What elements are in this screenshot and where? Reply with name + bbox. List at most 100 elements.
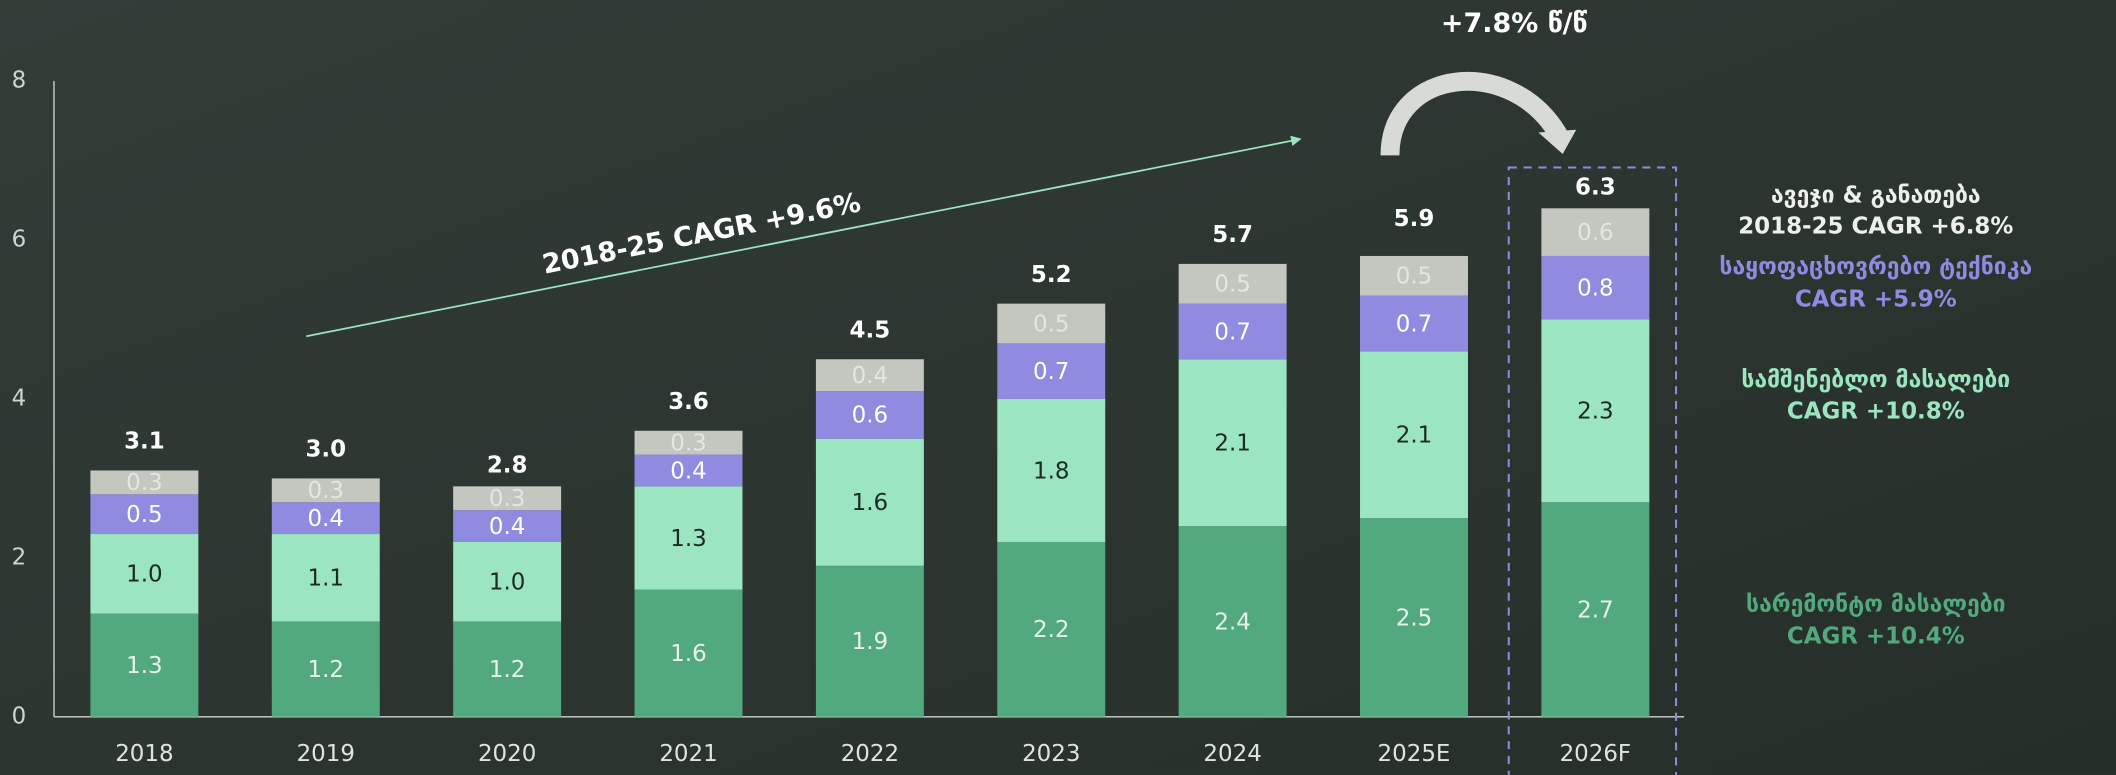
value-label: 2.4 — [1214, 609, 1250, 635]
bar-segment — [1360, 295, 1468, 352]
value-label: 0.7 — [1033, 359, 1069, 385]
value-label: 2.2 — [1033, 617, 1069, 643]
bar-segment — [815, 438, 924, 566]
total-label: 3.6 — [668, 389, 709, 415]
value-label: 1.6 — [670, 641, 706, 667]
x-tick-label: 2019 — [297, 741, 355, 767]
value-label: 0.7 — [1396, 311, 1432, 337]
value-label: 1.8 — [1033, 458, 1069, 484]
value-label: 2.3 — [1577, 399, 1613, 425]
forecast-box — [1507, 166, 1678, 775]
x-tick-label: 2023 — [1022, 741, 1080, 767]
series-label: სარემონტო მასალები — [1746, 591, 2006, 617]
bar-segment — [1541, 319, 1650, 503]
value-label: 0.3 — [489, 486, 525, 512]
y-tick-label: 2 — [12, 544, 27, 570]
x-tick-label: 2021 — [659, 741, 717, 767]
bar-segment — [997, 541, 1106, 717]
total-label: 2.8 — [487, 452, 528, 478]
x-tick-label: 2026F — [1560, 741, 1632, 767]
y-tick-label: 0 — [12, 703, 27, 729]
value-label: 1.3 — [126, 653, 162, 679]
yoy-arrow — [1380, 71, 1567, 156]
value-label: 0.5 — [1396, 264, 1432, 290]
bar-segment — [1541, 502, 1650, 717]
y-tick-label: 8 — [12, 68, 27, 94]
bar-segment — [1178, 303, 1287, 360]
total-label: 5.7 — [1212, 222, 1253, 248]
value-label: 2.1 — [1214, 431, 1250, 457]
bar-segment — [815, 565, 924, 717]
x-tick-label: 2020 — [478, 741, 536, 767]
value-label: 2.1 — [1396, 423, 1432, 449]
bar-segment — [90, 494, 199, 535]
value-label: 0.7 — [1214, 319, 1250, 345]
value-label: 0.4 — [489, 514, 525, 540]
bar-segment — [634, 589, 743, 717]
bar-segment — [1178, 359, 1287, 527]
bar-segment — [271, 478, 380, 503]
bar-segment — [90, 470, 199, 495]
total-label: 3.0 — [305, 437, 346, 463]
bar-segment — [634, 430, 743, 455]
value-label: 0.4 — [308, 506, 344, 532]
value-label: 1.2 — [489, 657, 525, 683]
value-label: 0.8 — [1577, 276, 1613, 302]
series-cagr: CAGR +10.4% — [1787, 624, 1965, 650]
bar-segment — [997, 303, 1106, 344]
series-label: სამშენებლო მასალები — [1741, 367, 2010, 393]
total-label: 4.5 — [850, 317, 891, 343]
trend-arrow — [306, 135, 1302, 338]
series-label: ავეჯი & განათება — [1771, 182, 1981, 208]
value-label: 0.3 — [308, 478, 344, 504]
bar-segment — [1360, 255, 1468, 296]
x-tick-label: 2018 — [115, 741, 173, 767]
series-cagr: CAGR +10.8% — [1787, 398, 1965, 424]
value-label: 1.0 — [126, 562, 162, 588]
value-label: 0.6 — [852, 403, 888, 429]
bar-segment — [1178, 526, 1287, 717]
value-label: 1.2 — [308, 657, 344, 683]
value-label: 0.5 — [1033, 311, 1069, 337]
bar-segment — [815, 359, 924, 392]
series-label: საყოფაცხოვრებო ტექნიკა — [1719, 254, 2032, 280]
value-label: 1.0 — [489, 570, 525, 596]
bar-segment — [271, 621, 380, 717]
value-label: 0.4 — [852, 363, 888, 389]
bar-segment — [997, 398, 1106, 542]
bar-segment — [453, 541, 562, 622]
total-label: 6.3 — [1575, 174, 1616, 200]
value-label: 2.5 — [1396, 605, 1432, 631]
value-label: 2.7 — [1577, 597, 1613, 623]
bar-segment — [453, 621, 562, 717]
value-label: 1.6 — [852, 490, 888, 516]
value-label: 0.3 — [126, 470, 162, 496]
value-label: 0.5 — [126, 502, 162, 528]
x-tick-label: 2025E — [1378, 741, 1451, 767]
value-label: 0.3 — [670, 431, 706, 457]
bar-segment — [634, 486, 743, 590]
bar-segment — [1541, 255, 1650, 320]
bar-segment — [90, 613, 199, 717]
bar-segment — [453, 486, 562, 511]
y-tick-label: 4 — [12, 385, 27, 411]
bar-segment — [1178, 263, 1287, 304]
value-label: 0.5 — [1214, 272, 1250, 298]
yoy-arrow-head — [1538, 129, 1577, 155]
bar-segment — [1541, 208, 1650, 256]
x-tick-label: 2022 — [841, 741, 899, 767]
value-label: 1.9 — [852, 629, 888, 655]
bar-segment — [997, 343, 1106, 399]
total-label: 5.9 — [1394, 206, 1435, 232]
bar-segment — [271, 502, 380, 535]
value-label: 1.3 — [670, 526, 706, 552]
bar-segment — [1360, 351, 1468, 519]
value-label: 1.1 — [308, 566, 344, 592]
y-tick-label: 6 — [12, 227, 27, 253]
series-cagr: CAGR +5.9% — [1795, 286, 1957, 312]
bar-segment — [90, 534, 199, 614]
yoy-annotation: +7.8% წ/წ — [1441, 8, 1588, 39]
x-tick-label: 2024 — [1203, 741, 1261, 767]
